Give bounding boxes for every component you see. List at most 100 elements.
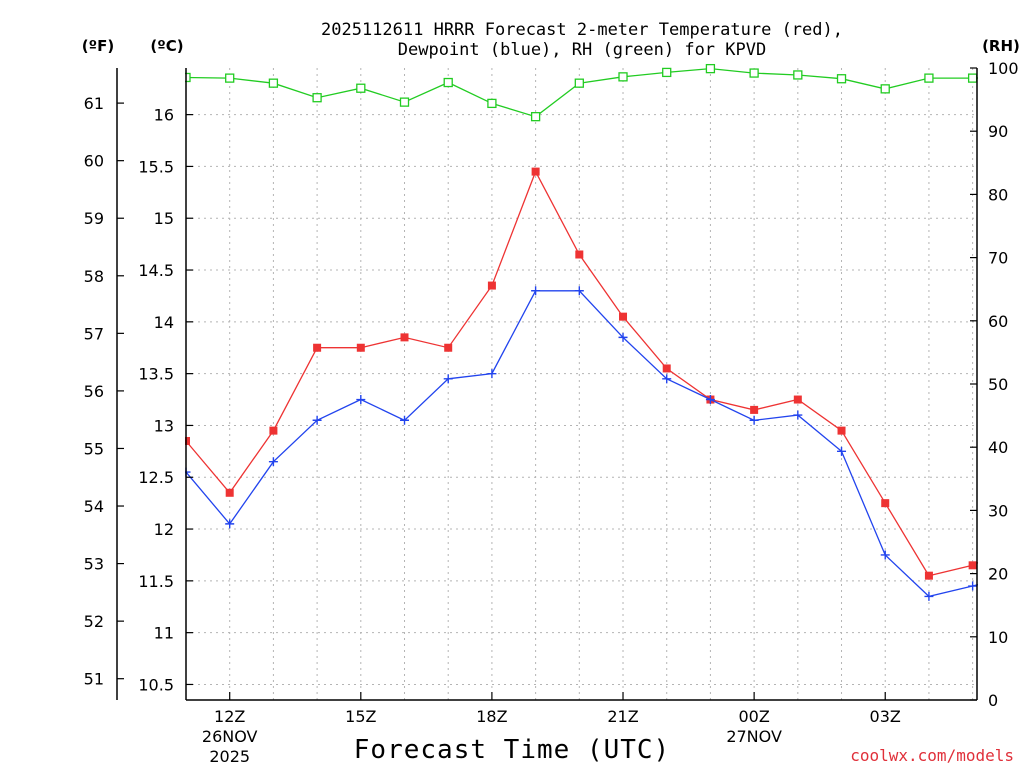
rh-tick-label: 40 bbox=[988, 438, 1008, 457]
rh-point bbox=[836, 74, 847, 84]
x-tick-label: 18Z bbox=[476, 707, 507, 726]
x-tick-label: 12Z bbox=[214, 707, 245, 726]
celsius-tick-label: 13 bbox=[154, 416, 174, 435]
fahrenheit-tick-label: 58 bbox=[84, 267, 104, 286]
x-tick-year-label: 2025 bbox=[209, 747, 250, 766]
rh-point bbox=[268, 78, 279, 88]
x-tick-label: 15Z bbox=[345, 707, 376, 726]
temperature-point bbox=[269, 426, 278, 435]
rh-series bbox=[185, 63, 978, 122]
celsius-tick-label: 15.5 bbox=[138, 157, 174, 176]
temperature-line bbox=[185, 170, 978, 577]
temperature-point bbox=[924, 571, 933, 580]
rh-point bbox=[880, 84, 890, 94]
celsius-tick-label: 15 bbox=[154, 209, 174, 228]
celsius-unit-label: (ºC) bbox=[150, 37, 183, 55]
temperature-point bbox=[487, 281, 496, 290]
dewpoint-point bbox=[618, 332, 628, 342]
dewpoint-point bbox=[968, 581, 978, 591]
fahrenheit-unit-label: (ºF) bbox=[82, 37, 114, 55]
fahrenheit-tick-label: 53 bbox=[84, 555, 104, 574]
x-tick-label: 00Z bbox=[738, 707, 769, 726]
rh-point bbox=[399, 97, 410, 107]
fahrenheit-tick-label: 59 bbox=[84, 209, 104, 228]
fahrenheit-tick-label: 60 bbox=[84, 152, 104, 171]
dewpoint-line bbox=[185, 290, 978, 598]
rh-tick-label: 30 bbox=[988, 501, 1008, 520]
temperature-point bbox=[444, 343, 453, 352]
chart-title-line1: 2025112611 HRRR Forecast 2-meter Tempera… bbox=[321, 20, 843, 40]
fahrenheit-tick-label: 57 bbox=[84, 324, 104, 343]
rh-point bbox=[793, 70, 803, 80]
temperature-point bbox=[356, 343, 365, 352]
rh-point bbox=[356, 83, 366, 93]
temperature-point bbox=[531, 167, 540, 176]
rh-tick-label: 0 bbox=[988, 691, 998, 710]
temperature-point bbox=[1012, 541, 1020, 549]
dewpoint-point bbox=[793, 410, 803, 420]
temperature-point bbox=[619, 312, 628, 321]
temperature-point bbox=[750, 405, 759, 414]
rh-point bbox=[618, 72, 628, 82]
x-tick-date-label: 27NOV bbox=[726, 727, 782, 746]
temperature-point bbox=[793, 395, 802, 404]
x-tick-date-label: 26NOV bbox=[202, 727, 258, 746]
celsius-tick-label: 16 bbox=[154, 106, 174, 125]
dewpoint-series bbox=[185, 286, 978, 601]
celsius-tick-label: 10.5 bbox=[138, 675, 174, 694]
fahrenheit-tick-label: 54 bbox=[84, 497, 104, 516]
x-axis-title: Forecast Time (UTC) bbox=[354, 735, 670, 765]
rh-point bbox=[749, 68, 759, 78]
rh-unit-label: (RH) bbox=[982, 37, 1020, 55]
series-layer bbox=[185, 63, 1020, 601]
rh-tick-label: 20 bbox=[988, 565, 1008, 584]
temperature-point bbox=[837, 426, 846, 435]
celsius-tick-label: 12.5 bbox=[138, 468, 174, 487]
tick-labels: 10.5 11 11.5 12 12.5 13 13.5 14 14.5 15 15.5 16 51 52… bbox=[84, 59, 1019, 766]
axes bbox=[116, 67, 978, 701]
temperature-point bbox=[968, 561, 977, 570]
rh-point bbox=[574, 78, 584, 88]
fahrenheit-tick-label: 51 bbox=[84, 670, 104, 689]
temperature-point bbox=[881, 499, 890, 508]
fahrenheit-tick-label: 55 bbox=[84, 439, 104, 458]
rh-point bbox=[312, 93, 322, 103]
rh-point bbox=[967, 73, 978, 83]
rh-tick-label: 90 bbox=[988, 122, 1008, 141]
rh-point bbox=[662, 67, 672, 78]
temperature-point bbox=[575, 250, 584, 259]
temperature-point bbox=[225, 488, 234, 497]
rh-point bbox=[924, 73, 934, 83]
dewpoint-point bbox=[749, 415, 759, 425]
rh-tick-label: 60 bbox=[988, 312, 1008, 331]
temperature-point bbox=[400, 333, 409, 342]
chart-title-line2: Dewpoint (blue), RH (green) for KPVD bbox=[398, 40, 766, 60]
dewpoint-point bbox=[662, 374, 672, 384]
fahrenheit-tick-label: 61 bbox=[84, 94, 104, 113]
rh-tick-label: 50 bbox=[988, 375, 1008, 394]
chart-text: 2025112611 HRRR Forecast 2-meter Tempera… bbox=[82, 20, 1020, 765]
rh-tick-label: 80 bbox=[988, 185, 1008, 204]
dewpoint-point bbox=[880, 550, 890, 560]
rh-point bbox=[443, 77, 453, 88]
dewpoint-point bbox=[531, 286, 541, 296]
celsius-tick-label: 11.5 bbox=[138, 572, 174, 591]
dewpoint-point bbox=[356, 395, 366, 405]
rh-tick-label: 10 bbox=[988, 628, 1008, 647]
temperature-point bbox=[185, 436, 190, 445]
rh-line bbox=[185, 67, 978, 118]
temperature-point bbox=[313, 343, 322, 352]
celsius-tick-label: 11 bbox=[154, 624, 174, 643]
celsius-tick-label: 13.5 bbox=[138, 365, 174, 384]
dewpoint-point bbox=[225, 519, 235, 529]
rh-point bbox=[487, 98, 497, 109]
dewpoint-point bbox=[400, 415, 410, 425]
celsius-tick-label: 14 bbox=[154, 313, 174, 332]
fahrenheit-tick-label: 52 bbox=[84, 612, 104, 631]
gridlines bbox=[186, 68, 977, 700]
temperature-point bbox=[662, 364, 671, 373]
x-tick-label: 03Z bbox=[870, 707, 901, 726]
rh-point bbox=[530, 112, 541, 122]
